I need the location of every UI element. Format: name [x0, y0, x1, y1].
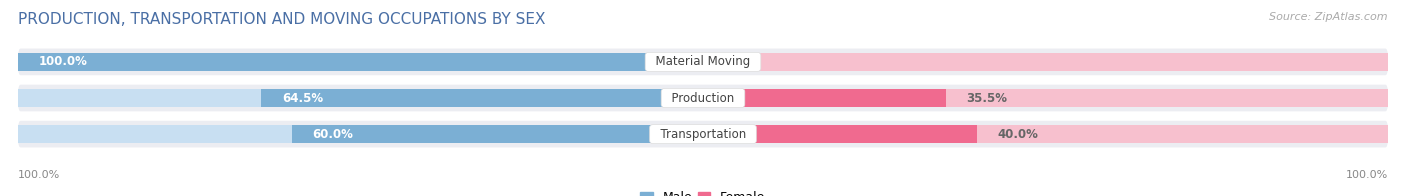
Text: Transportation: Transportation [652, 128, 754, 141]
FancyBboxPatch shape [18, 121, 1388, 147]
Bar [262, 89, 703, 107]
Legend: Male, Female: Male, Female [641, 191, 765, 196]
Bar [703, 89, 946, 107]
Bar [703, 125, 1388, 143]
Text: 100.0%: 100.0% [18, 170, 60, 180]
Bar [703, 125, 977, 143]
Text: 100.0%: 100.0% [39, 55, 87, 68]
Text: 100.0%: 100.0% [1346, 170, 1388, 180]
Bar [18, 89, 703, 107]
Text: Material Moving: Material Moving [648, 55, 758, 68]
Text: 40.0%: 40.0% [997, 128, 1038, 141]
FancyBboxPatch shape [18, 85, 1388, 111]
Bar [18, 53, 703, 71]
Bar [703, 89, 1388, 107]
Text: 64.5%: 64.5% [281, 92, 323, 104]
FancyBboxPatch shape [18, 49, 1388, 75]
Text: 0.0%: 0.0% [724, 55, 756, 68]
Bar [703, 53, 1388, 71]
Text: PRODUCTION, TRANSPORTATION AND MOVING OCCUPATIONS BY SEX: PRODUCTION, TRANSPORTATION AND MOVING OC… [18, 12, 546, 27]
Text: 60.0%: 60.0% [312, 128, 353, 141]
Bar [18, 125, 703, 143]
Text: Production: Production [664, 92, 742, 104]
Text: 35.5%: 35.5% [966, 92, 1008, 104]
Bar [18, 53, 703, 71]
Text: Source: ZipAtlas.com: Source: ZipAtlas.com [1270, 12, 1388, 22]
Bar [292, 125, 703, 143]
